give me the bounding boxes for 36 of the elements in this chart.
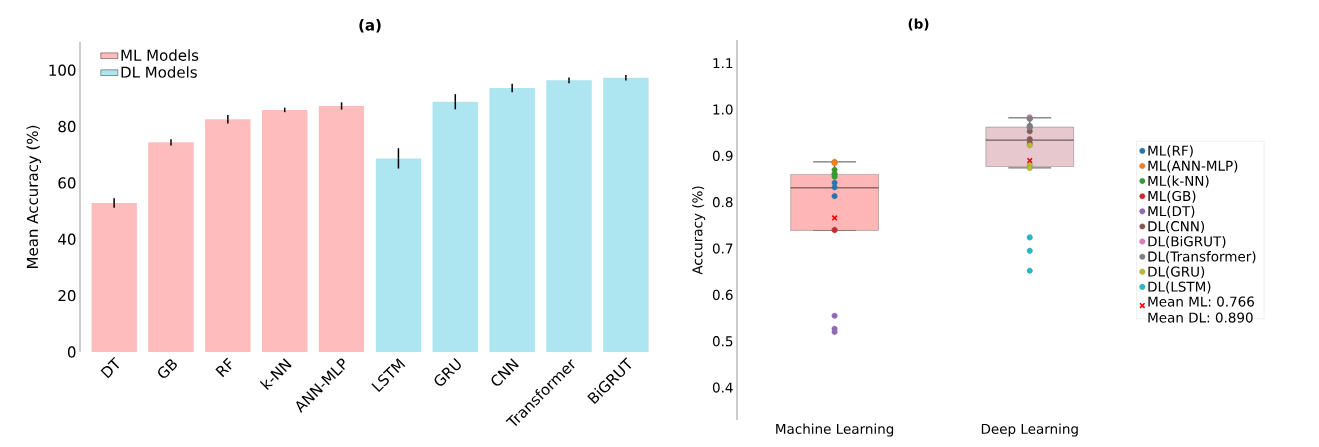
x-tick-label: Deep Learning: [981, 423, 1078, 437]
legend-label: DL Models: [121, 66, 197, 78]
chart-title: (b): [908, 18, 929, 31]
legend-label: ML(k-NN): [1148, 175, 1209, 188]
legend-label: DL(CNN): [1148, 220, 1205, 233]
legend-label: ML(ANN-MLP): [1148, 160, 1238, 173]
y-tick-label: 0.9: [712, 150, 733, 161]
x-tick-label: Machine Learning: [776, 423, 894, 437]
y-tick-label: 20: [58, 289, 76, 302]
legend-label: ML(GB): [1148, 190, 1196, 203]
y-tick-label: 80: [58, 120, 76, 133]
y-tick-label: 1.1: [713, 58, 733, 69]
x-tick-label: RF: [215, 357, 232, 378]
x-tick-label: DT: [100, 356, 120, 379]
chart-title: (a): [359, 19, 381, 33]
legend-label: DL(LSTM): [1148, 281, 1211, 294]
y-tick-label: 0.7: [712, 243, 733, 254]
y-tick-label: 60: [58, 177, 76, 189]
legend-label: DL(BiGRUT): [1148, 236, 1226, 249]
y-tick-label: 40: [58, 233, 76, 245]
legend-label: DL(Transformer): [1148, 251, 1256, 264]
y-tick-label: 100: [49, 64, 76, 76]
y-tick-label: 0: [67, 346, 76, 358]
legend-label: Mean ML: 0.766 Mean DL: 0.890: [1148, 296, 1254, 323]
legend-label: ML Models: [121, 49, 199, 61]
legend-label: ML(RF): [1148, 145, 1193, 158]
y-tick-label: 0.4: [712, 382, 733, 393]
y-tick-label: 1.0: [713, 104, 733, 115]
y-tick-label: 0.6: [712, 289, 733, 300]
y-axis-title: Mean Accuracy (%): [26, 125, 41, 268]
y-tick-label: 0.5: [712, 336, 733, 347]
x-tick-label: GB: [158, 359, 177, 378]
legend-label: DL(GRU): [1148, 266, 1205, 279]
legend-label: ML(DT): [1148, 205, 1195, 218]
y-tick-label: 0.8: [712, 197, 733, 208]
y-axis-title: Accuracy (%): [692, 186, 706, 275]
